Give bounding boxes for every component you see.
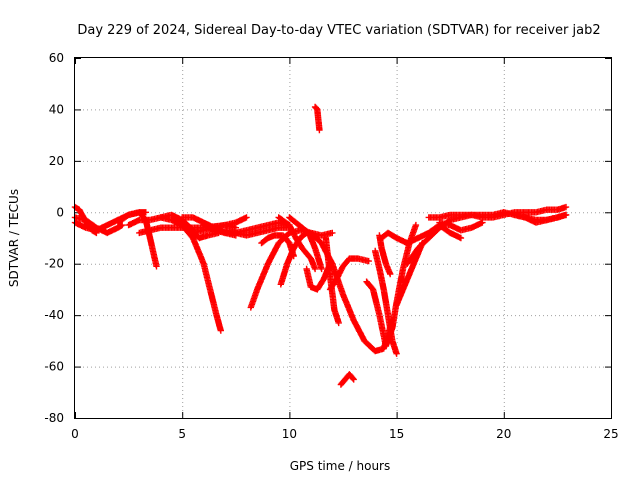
series-arc-25 xyxy=(372,247,400,357)
x-tick-label: 20 xyxy=(496,427,511,441)
series-arc-23 xyxy=(337,371,357,388)
data-point-markers xyxy=(311,103,323,134)
y-tick-label: 20 xyxy=(49,154,64,168)
data-point-markers xyxy=(511,211,570,226)
y-axis-label: SDTVAR / TECUs xyxy=(7,189,21,287)
series-arc-33 xyxy=(511,211,570,226)
series-arc-22 xyxy=(311,103,323,134)
x-axis-label: GPS time / hours xyxy=(290,459,391,473)
grid-layer xyxy=(75,58,611,418)
data-point-markers xyxy=(337,371,357,388)
series-arc-21 xyxy=(326,255,372,293)
series-arc-30 xyxy=(436,219,486,234)
chart-title: Day 229 of 2024, Sidereal Day-to-day VTE… xyxy=(77,23,600,38)
y-tick-label: -80 xyxy=(44,411,64,425)
x-tick-label: 0 xyxy=(71,427,79,441)
y-tick-label: -20 xyxy=(44,257,64,271)
x-tick-label: 5 xyxy=(178,427,186,441)
data-point-markers xyxy=(372,247,400,357)
y-tick-label: 60 xyxy=(49,51,64,65)
data-point-markers xyxy=(326,255,372,293)
data-point-markers xyxy=(436,219,486,234)
series-arc-12 xyxy=(221,224,293,239)
y-tick-label: -60 xyxy=(44,360,64,374)
y-tick-label: 0 xyxy=(56,205,64,219)
y-tick-label: 40 xyxy=(49,102,64,116)
series-arc-16 xyxy=(275,214,319,273)
axis-ticks xyxy=(75,58,612,419)
y-tick-label: -40 xyxy=(44,308,64,322)
series-arc-27 xyxy=(376,232,394,278)
data-point-markers xyxy=(275,214,319,273)
data-points xyxy=(71,103,570,388)
x-tick-label: 25 xyxy=(603,427,618,441)
tick-labels: 0 5 10 15 20 25 -80 -60 -40 -20 0 20 40 60 xyxy=(44,51,618,441)
plot-frame xyxy=(74,57,612,419)
data-point-markers xyxy=(221,224,293,239)
x-tick-label: 10 xyxy=(282,427,297,441)
data-point-markers xyxy=(376,232,394,278)
x-tick-label: 15 xyxy=(389,427,404,441)
